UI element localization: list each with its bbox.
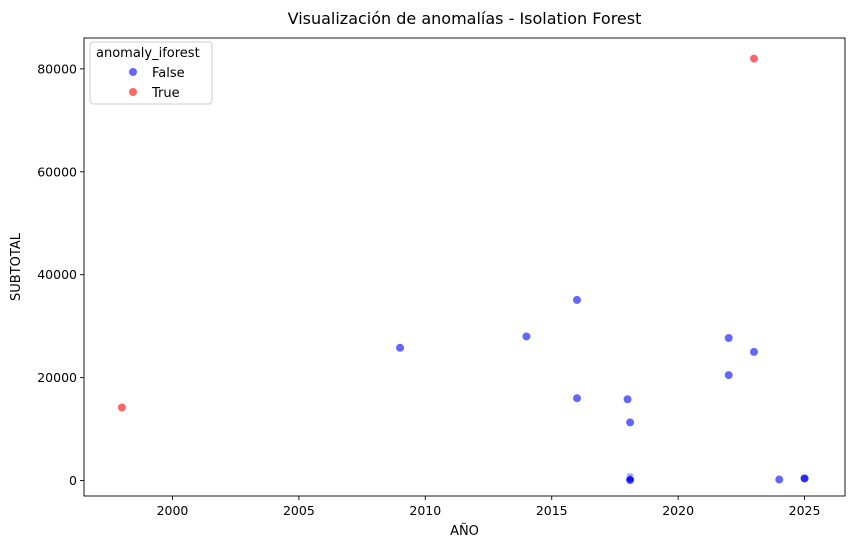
x-tick-label: 2025 xyxy=(789,503,821,518)
legend-marker xyxy=(128,87,138,97)
x-tick-label: 2010 xyxy=(409,503,441,518)
data-point xyxy=(622,394,633,404)
data-point xyxy=(625,417,635,428)
data-point xyxy=(395,343,405,353)
y-tick-label: 0 xyxy=(69,473,77,488)
x-axis: 2000 2005 2010 2015 2020 2025 xyxy=(157,496,821,518)
data-point xyxy=(749,53,759,64)
y-tick-label: 40000 xyxy=(37,267,77,282)
series-false xyxy=(395,295,810,485)
chart-title: Visualización de anomalías - Isolation F… xyxy=(288,9,642,28)
legend-box xyxy=(89,41,213,105)
x-tick-label: 2020 xyxy=(662,503,694,518)
legend-title: anomaly_iforest xyxy=(96,46,200,61)
x-tick-label: 2005 xyxy=(283,503,315,518)
data-point xyxy=(117,402,127,413)
data-point xyxy=(774,474,784,485)
y-axis: 0 20000 40000 60000 80000 xyxy=(37,61,84,488)
legend-label: False xyxy=(152,66,185,81)
data-point xyxy=(625,475,635,485)
x-tick-label: 2015 xyxy=(536,503,568,518)
legend-marker xyxy=(128,67,138,77)
plot-area xyxy=(83,37,846,497)
y-axis-title: SUBTOTAL xyxy=(9,232,24,301)
data-point xyxy=(724,370,734,380)
legend: anomaly_iforest False True xyxy=(89,41,213,105)
y-tick-label: 80000 xyxy=(37,61,77,76)
y-tick-label: 20000 xyxy=(37,370,77,385)
data-point xyxy=(724,333,734,343)
data-point xyxy=(572,295,582,305)
data-point xyxy=(521,331,532,342)
data-point xyxy=(799,473,810,484)
series-true xyxy=(117,53,759,413)
data-point xyxy=(572,393,582,403)
x-tick-label: 2000 xyxy=(157,503,189,518)
y-tick-label: 60000 xyxy=(37,164,77,179)
plot-frame xyxy=(83,37,846,497)
x-axis-title: AÑO xyxy=(450,523,479,539)
legend-label: True xyxy=(151,86,180,101)
data-point xyxy=(749,347,759,357)
